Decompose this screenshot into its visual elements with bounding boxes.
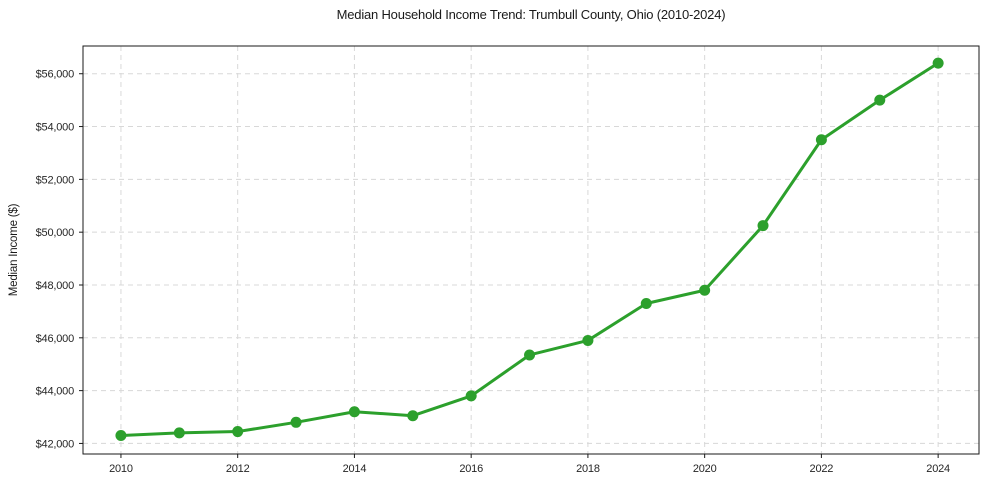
y-tick-label: $44,000 [36, 386, 74, 398]
x-tick-label: 2010 [109, 463, 133, 475]
data-point [465, 390, 477, 402]
data-point [699, 284, 711, 296]
y-axis-label: Median Income ($) [8, 203, 20, 297]
chart-title: Median Household Income Trend: Trumbull … [336, 7, 726, 22]
y-tick-label: $42,000 [36, 438, 74, 450]
data-point [115, 430, 127, 442]
data-point [640, 297, 652, 309]
data-point [348, 406, 360, 418]
x-tick-label: 2012 [226, 463, 250, 475]
y-tick-label: $50,000 [36, 227, 74, 239]
x-tick-label: 2016 [459, 463, 483, 475]
x-tick-label: 2022 [810, 463, 834, 475]
y-tick-label: $48,000 [36, 280, 74, 292]
y-tick-label: $56,000 [36, 69, 74, 81]
data-point [173, 427, 185, 439]
data-point [815, 134, 827, 146]
data-point [932, 57, 944, 69]
y-tick-label: $52,000 [36, 174, 74, 186]
x-tick-label: 2024 [926, 463, 950, 475]
trend-line [119, 61, 940, 438]
x-tick-label: 2014 [343, 463, 367, 475]
plot-border [82, 45, 980, 455]
data-point [582, 334, 594, 346]
data-point [524, 349, 536, 361]
y-tick-label: $46,000 [36, 333, 74, 345]
data-point [757, 220, 769, 232]
data-point [290, 416, 302, 428]
y-tick-label: $54,000 [36, 122, 74, 134]
data-point [232, 426, 244, 438]
x-tick-label: 2018 [576, 463, 600, 475]
data-point [874, 94, 886, 106]
x-tick-label: 2020 [693, 463, 717, 475]
data-point [407, 410, 419, 422]
